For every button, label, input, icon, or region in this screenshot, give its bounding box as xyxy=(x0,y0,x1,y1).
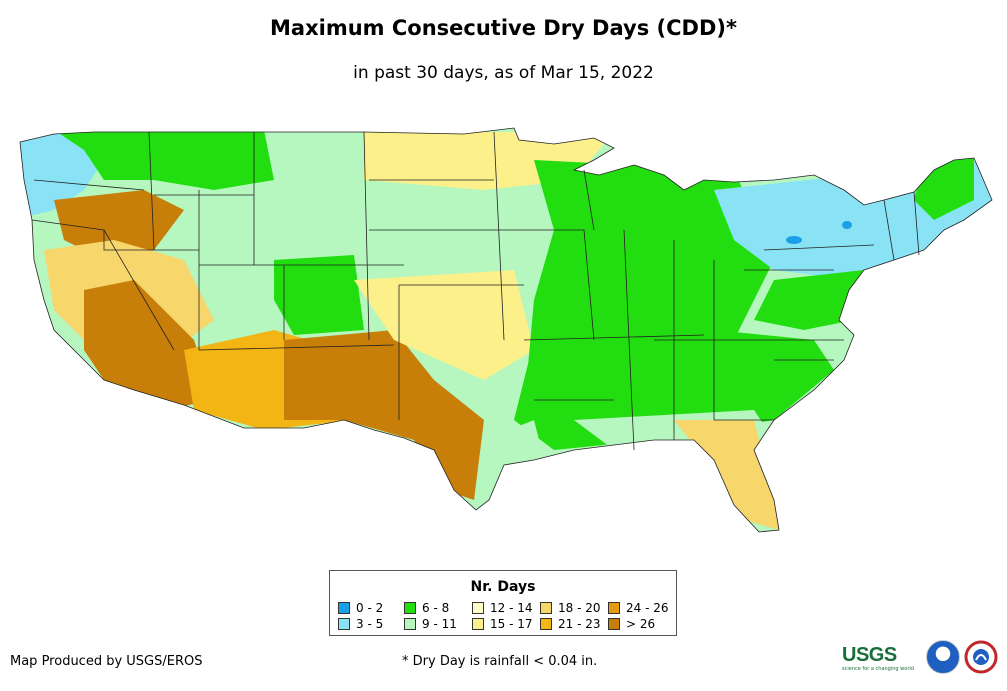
legend-swatch xyxy=(404,602,416,614)
footnote-text: * Dry Day is rainfall < 0.04 in. xyxy=(402,654,597,669)
legend-item-6-8: 6 - 8 xyxy=(404,601,449,615)
legend-swatch xyxy=(338,618,350,630)
map-title: Maximum Consecutive Dry Days (CDD)* xyxy=(0,16,1007,40)
credit-text: Map Produced by USGS/EROS xyxy=(10,654,203,669)
usgs-tagline: science for a changing world xyxy=(842,666,914,672)
usgs-logo: USGS xyxy=(842,644,897,667)
legend-item-12-14: 12 - 14 xyxy=(472,601,533,615)
nws-logo xyxy=(964,640,998,674)
legend-label: 15 - 17 xyxy=(490,617,533,631)
legend-label: 0 - 2 xyxy=(356,601,383,615)
legend-label: 24 - 26 xyxy=(626,601,669,615)
legend-swatch xyxy=(540,618,552,630)
legend-label: > 26 xyxy=(626,617,655,631)
legend-swatch xyxy=(608,602,620,614)
legend-swatch xyxy=(608,618,620,630)
legend-swatch xyxy=(472,618,484,630)
map-subtitle: in past 30 days, as of Mar 15, 2022 xyxy=(0,63,1007,83)
map-shading xyxy=(14,120,994,540)
legend-label: 18 - 20 xyxy=(558,601,601,615)
legend-item-24-26: 24 - 26 xyxy=(608,601,669,615)
legend-swatch xyxy=(338,602,350,614)
legend-label: 21 - 23 xyxy=(558,617,601,631)
legend-item-15-17: 15 - 17 xyxy=(472,617,533,631)
legend-item-9-11: 9 - 11 xyxy=(404,617,457,631)
conus-dry-days-map xyxy=(14,120,994,540)
legend-swatch xyxy=(540,602,552,614)
legend-title: Nr. Days xyxy=(330,579,676,595)
legend-item-3-5: 3 - 5 xyxy=(338,617,383,631)
legend-item-gt-26: > 26 xyxy=(608,617,655,631)
legend-item-18-20: 18 - 20 xyxy=(540,601,601,615)
legend: Nr. Days 0 - 2 3 - 5 6 - 8 9 - 11 12 - 1… xyxy=(329,570,677,636)
legend-label: 9 - 11 xyxy=(422,617,457,631)
legend-swatch xyxy=(472,602,484,614)
noaa-logo xyxy=(926,640,960,674)
legend-label: 3 - 5 xyxy=(356,617,383,631)
legend-swatch xyxy=(404,618,416,630)
legend-item-0-2: 0 - 2 xyxy=(338,601,383,615)
logo-strip: USGS science for a changing world xyxy=(842,638,1002,678)
legend-item-21-23: 21 - 23 xyxy=(540,617,601,631)
legend-label: 6 - 8 xyxy=(422,601,449,615)
legend-label: 12 - 14 xyxy=(490,601,533,615)
